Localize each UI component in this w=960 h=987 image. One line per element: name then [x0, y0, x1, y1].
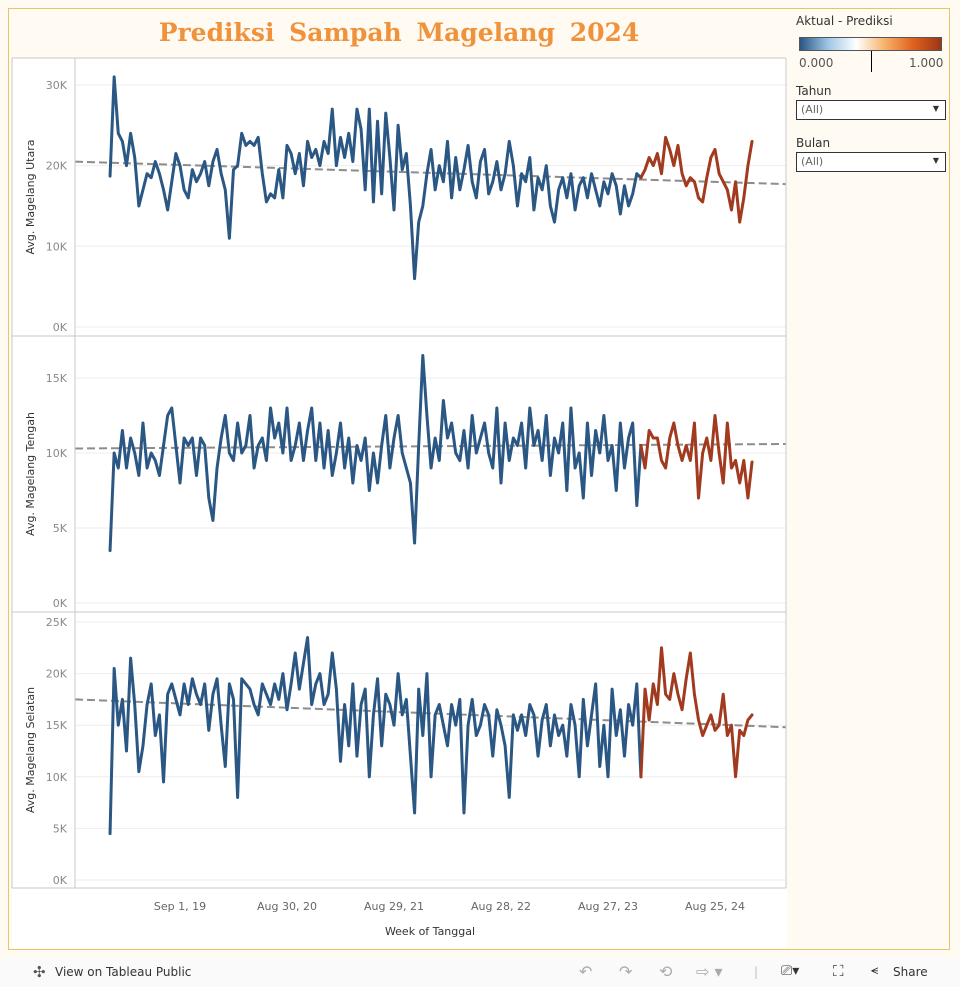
- legend-min-label: 0.000: [799, 56, 834, 70]
- legend-max-label: 1.000: [909, 56, 944, 70]
- x-axis-title: Week of Tanggal: [385, 925, 475, 938]
- share-icon[interactable]: ⪪: [871, 963, 879, 978]
- y-axis-title: Avg. Magelang Selatan: [24, 687, 37, 813]
- tableau-toolbar: ✣ View on Tableau Public ↶ ↷ ⟲ ⇨ ▾ | ⎚▾ …: [0, 958, 960, 987]
- y-tick-label: 10K: [46, 771, 68, 784]
- x-tick-label: Aug 25, 24: [685, 900, 745, 913]
- prediction-series-line: [639, 414, 754, 500]
- x-tick-label: Aug 29, 21: [364, 900, 424, 913]
- y-axis-title: Avg. Magelang Utara: [24, 140, 37, 255]
- y-tick-label: 10K: [46, 240, 68, 253]
- y-tick-label: 5K: [53, 522, 68, 535]
- dropdown-arrow-icon: ▼: [932, 156, 939, 165]
- actual-series-line: [108, 635, 643, 836]
- legend-title: Aktual - Prediksi: [796, 14, 893, 28]
- tableau-logo-icon: ✣: [33, 963, 46, 981]
- prediction-series-line: [639, 135, 754, 224]
- x-tick-label: Aug 27, 23: [578, 900, 638, 913]
- dropdown-arrow-icon: ▼: [932, 104, 939, 113]
- color-legend-gradient[interactable]: [799, 37, 942, 51]
- actual-series-line: [108, 75, 643, 281]
- actual-series-line: [108, 354, 643, 552]
- share-button[interactable]: Share: [893, 965, 928, 979]
- prediction-series-line: [639, 646, 754, 779]
- view-on-tableau-public-link[interactable]: View on Tableau Public: [55, 965, 192, 979]
- y-tick-label: 0K: [53, 597, 68, 610]
- dashboard-title: Prediksi Sampah Magelang 2024: [158, 18, 640, 47]
- chart-area: [12, 58, 787, 948]
- download-icon[interactable]: ⎚▾: [781, 963, 800, 979]
- y-axis-title: Avg. Magelang Tengah: [24, 412, 37, 536]
- panel-3: 0K 5K 10K 15K 20K 25K Avg. Magelang Selatan: [12, 616, 787, 889]
- y-tick-label: 15K: [46, 372, 68, 385]
- trend-line: [74, 698, 787, 729]
- filter-tahun-value: (All): [801, 103, 824, 116]
- legend-marker: [871, 51, 872, 72]
- refresh-icon[interactable]: ⇨ ▾: [696, 962, 723, 981]
- trend-line: [74, 160, 787, 186]
- y-tick-label: 20K: [46, 160, 68, 173]
- filter-bulan-label: Bulan: [796, 136, 831, 150]
- toolbar-divider: |: [754, 965, 759, 979]
- redo-icon[interactable]: ↷: [619, 962, 633, 981]
- y-tick-label: 20K: [46, 668, 68, 681]
- panel-1: 0K 10K 20K 30K Avg. Magelang Utara: [12, 75, 787, 337]
- undo-icon[interactable]: ↶: [579, 962, 593, 981]
- y-tick-label: 10K: [46, 447, 68, 460]
- fullscreen-icon[interactable]: ⛶: [833, 962, 844, 980]
- x-tick-label: Aug 28, 22: [471, 900, 531, 913]
- panel-2: 0K 5K 10K 15K Avg. Magelang Tengah: [12, 354, 787, 613]
- filter-bulan-value: (All): [801, 155, 824, 168]
- y-tick-label: 25K: [46, 616, 68, 629]
- y-tick-label: 30K: [46, 79, 68, 92]
- revert-icon[interactable]: ⟲: [659, 962, 673, 981]
- x-tick-label: Sep 1, 19: [154, 900, 206, 913]
- filter-tahun-label: Tahun: [796, 84, 832, 98]
- y-tick-label: 0K: [53, 874, 68, 887]
- y-tick-label: 0K: [53, 321, 68, 334]
- y-tick-label: 5K: [53, 822, 68, 835]
- x-tick-label: Aug 30, 20: [257, 900, 317, 913]
- filter-bulan-dropdown[interactable]: (All) ▼: [796, 152, 946, 172]
- filter-tahun-dropdown[interactable]: (All) ▼: [796, 100, 946, 120]
- y-tick-label: 15K: [46, 719, 68, 732]
